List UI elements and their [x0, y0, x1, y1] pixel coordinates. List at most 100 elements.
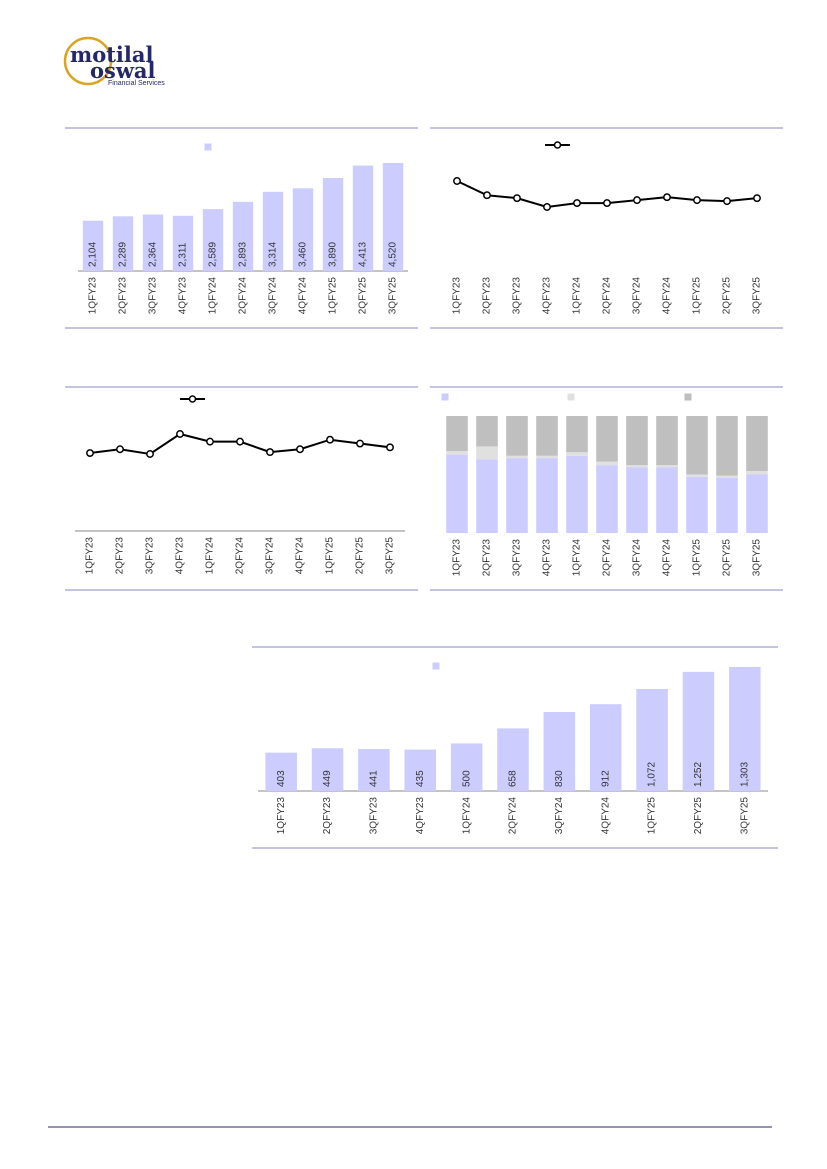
legend-swatch: [684, 393, 692, 401]
x-tick-label: 1QFY25: [325, 537, 336, 575]
x-tick-label: 1QFY25: [328, 277, 339, 315]
x-tick-label: 4QFY23: [415, 797, 426, 835]
value-label: 500: [461, 770, 472, 787]
x-tick-label: 2QFY23: [118, 277, 129, 315]
x-tick-label: 3QFY25: [388, 277, 399, 315]
value-label: 2,364: [148, 242, 159, 267]
bar: [262, 191, 284, 271]
point: [633, 196, 641, 205]
point: [513, 194, 521, 203]
bar: [322, 178, 344, 271]
bar-segment: [596, 416, 618, 462]
x-tick-label: 1QFY24: [572, 539, 583, 577]
bar-segment: [446, 451, 468, 455]
x-tick-label: 3QFY24: [554, 797, 565, 835]
x-tick-label: 2QFY23: [322, 797, 333, 835]
x-tick-label: 2QFY24: [238, 277, 249, 315]
bar-segment: [536, 458, 558, 533]
x-tick-label: 2QFY25: [693, 797, 704, 835]
bar: [82, 220, 104, 271]
bar: [543, 712, 576, 791]
value-label: 3,460: [298, 242, 309, 267]
x-tick-label: 2QFY25: [355, 537, 366, 575]
logo-bottom: oswal: [90, 58, 156, 83]
point: [86, 449, 94, 457]
x-tick-label: 3QFY23: [512, 277, 523, 315]
bar-segment: [716, 416, 738, 476]
x-tick-label: 3QFY23: [145, 537, 156, 575]
x-tick-label: 2QFY25: [722, 277, 733, 315]
x-tick-label: 4QFY23: [175, 537, 186, 575]
bar: [589, 704, 622, 791]
x-tick-label: 3QFY25: [385, 537, 396, 575]
logo-sub: Financial Services: [108, 80, 165, 87]
point: [693, 196, 701, 205]
value-label: 912: [600, 770, 611, 787]
point: [206, 437, 214, 446]
x-tick-label: 4QFY24: [662, 277, 673, 315]
value-label: 449: [322, 770, 333, 787]
bar: [202, 209, 224, 271]
value-label: 658: [508, 770, 519, 787]
bar: [265, 752, 297, 791]
bar: [404, 749, 437, 791]
value-label: 1,072: [647, 762, 658, 787]
x-tick-label: 2QFY24: [602, 539, 613, 577]
x-tick-label: 3QFY25: [752, 277, 763, 315]
bar: [142, 214, 164, 271]
x-tick-label: 3QFY25: [739, 797, 750, 835]
bar-segment: [656, 416, 678, 466]
legend-marker: [188, 395, 197, 403]
bar-segment: [536, 416, 558, 456]
bar-segment: [566, 452, 588, 456]
point: [176, 430, 184, 438]
point: [483, 191, 491, 200]
x-tick-label: 1QFY24: [461, 797, 472, 835]
value-label: 441: [369, 770, 380, 787]
x-tick-label: 4QFY24: [600, 797, 611, 835]
x-tick-label: 4QFY24: [295, 537, 306, 575]
value-label: 2,311: [178, 242, 189, 267]
x-tick-label: 3QFY24: [268, 277, 279, 315]
legend-swatch: [432, 662, 440, 670]
bar: [352, 165, 374, 271]
x-tick-label: 3QFY25: [752, 539, 763, 577]
value-label: 3,314: [268, 242, 279, 267]
x-tick-label: 3QFY23: [148, 277, 159, 315]
value-label: 2,289: [118, 242, 129, 267]
x-tick-label: 2QFY25: [358, 277, 369, 315]
point: [603, 199, 611, 208]
value-label: 2,589: [208, 242, 219, 267]
bar-segment: [596, 465, 618, 533]
legend-swatch: [441, 393, 449, 401]
bar: [382, 163, 404, 271]
point: [296, 445, 304, 454]
bar-segment: [656, 467, 678, 533]
point: [573, 199, 581, 208]
x-tick-label: 2QFY23: [482, 277, 493, 315]
bar-segment: [626, 416, 648, 466]
x-tick-label: 1QFY25: [692, 539, 703, 577]
x-tick-label: 1QFY23: [88, 277, 99, 315]
x-tick-label: 1QFY23: [452, 277, 463, 315]
bar: [112, 216, 134, 271]
logo: motilal oswal Financial Services: [63, 36, 165, 87]
x-tick-label: 3QFY23: [512, 539, 523, 577]
bar-segment: [566, 416, 588, 453]
x-tick-label: 2QFY24: [235, 537, 246, 575]
x-tick-label: 2QFY25: [722, 539, 733, 577]
x-tick-label: 4QFY23: [542, 277, 553, 315]
x-tick-label: 2QFY23: [482, 539, 493, 577]
x-tick-label: 3QFY24: [632, 539, 643, 577]
value-label: 2,893: [238, 242, 249, 267]
x-tick-label: 4QFY23: [542, 539, 553, 577]
value-label: 403: [276, 770, 287, 787]
bar-segment: [656, 465, 678, 468]
x-tick-label: 2QFY24: [508, 797, 519, 835]
bar-segment: [626, 467, 648, 533]
bar: [682, 671, 715, 791]
x-tick-label: 4QFY23: [178, 277, 189, 315]
bar: [172, 215, 194, 271]
bar-segment: [476, 459, 498, 533]
point: [116, 445, 124, 454]
